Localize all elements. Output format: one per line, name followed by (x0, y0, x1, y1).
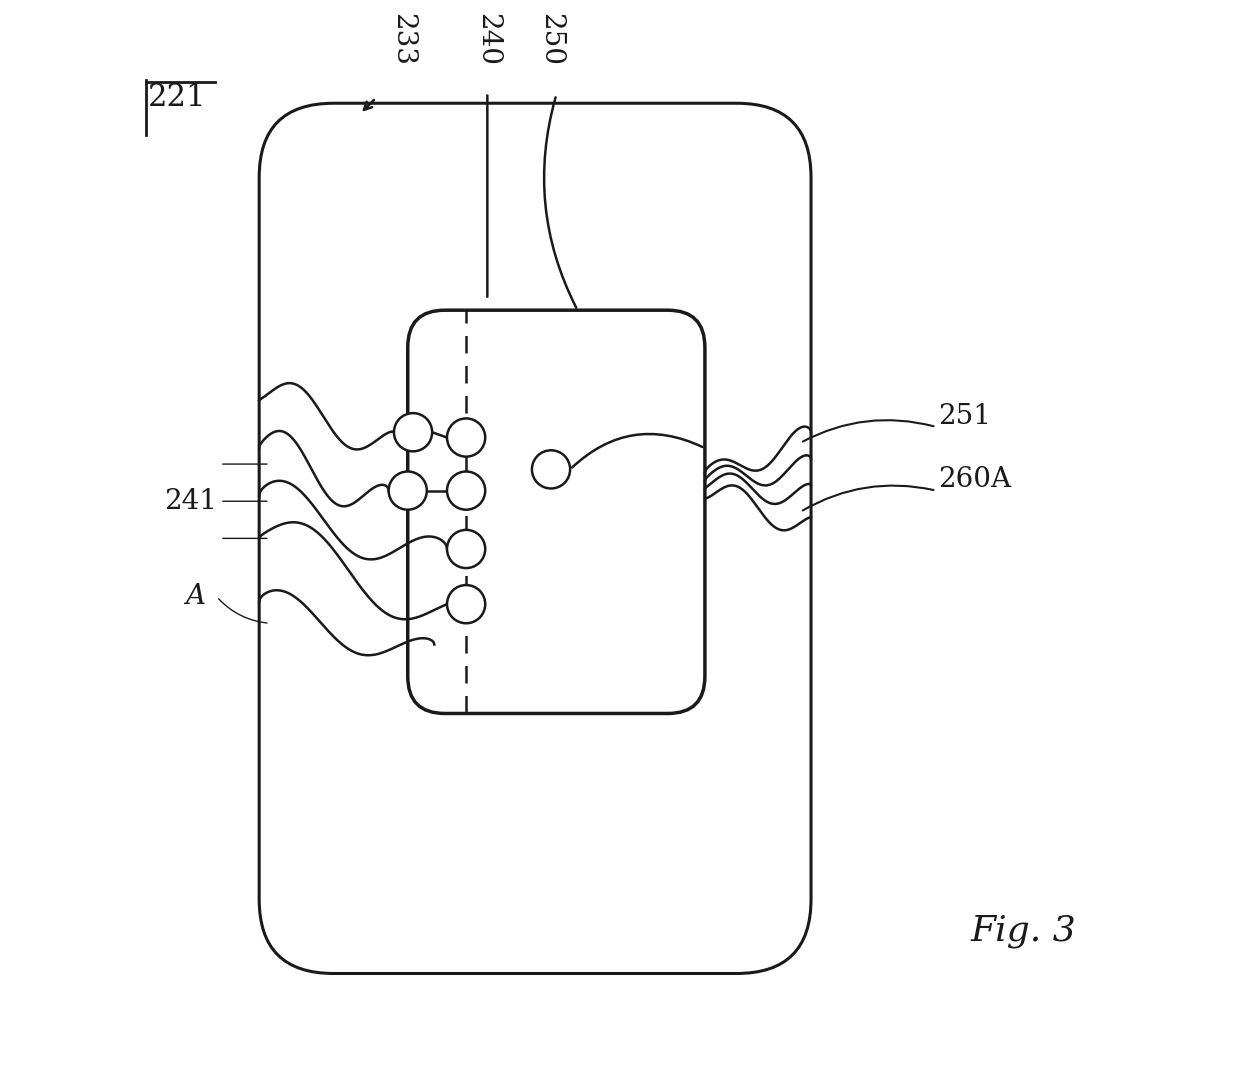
Text: 250: 250 (537, 13, 564, 66)
Circle shape (446, 530, 485, 568)
Text: A: A (186, 584, 206, 610)
Text: Fig. 3: Fig. 3 (971, 914, 1076, 948)
Circle shape (532, 450, 570, 489)
FancyBboxPatch shape (259, 104, 811, 974)
FancyBboxPatch shape (408, 310, 704, 713)
Text: 221: 221 (148, 82, 206, 113)
Circle shape (446, 418, 485, 456)
Text: 251: 251 (939, 403, 992, 430)
Text: 260A: 260A (939, 466, 1012, 494)
Circle shape (446, 471, 485, 510)
Text: 233: 233 (389, 13, 415, 66)
Text: 240: 240 (474, 13, 501, 66)
Text: 241: 241 (164, 487, 217, 514)
Circle shape (388, 471, 427, 510)
Circle shape (446, 585, 485, 623)
Circle shape (394, 413, 433, 451)
